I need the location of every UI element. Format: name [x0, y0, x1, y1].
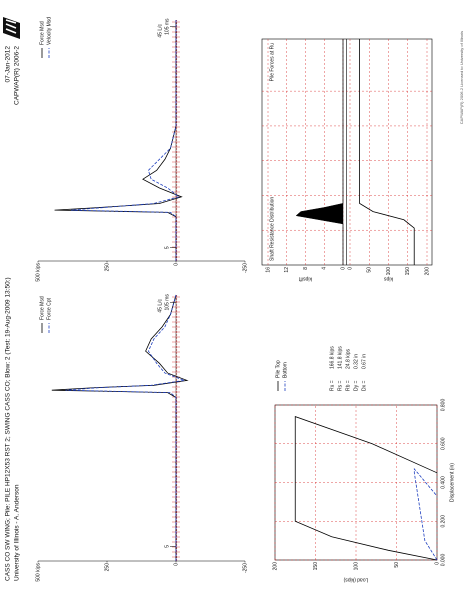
y-tick-label: 0 — [434, 562, 440, 565]
y-tick-label: 0 — [340, 267, 346, 270]
area — [295, 39, 344, 265]
y-tick-label: -250 — [242, 563, 248, 573]
annotation: Shaft Resistance Distribution — [269, 197, 275, 261]
y-axis-label: kips/ft — [298, 276, 312, 282]
x-axis-label: Displacement (in) — [449, 463, 455, 502]
y-tick-label: 150 — [313, 562, 319, 571]
series-line — [51, 294, 189, 561]
y-tick-label: 8 — [303, 267, 309, 270]
x-tick-label: 5 — [164, 246, 170, 249]
license-footer: CAPWAP(R) 2006-2 Licensed to University … — [459, 31, 464, 124]
plot-frame — [261, 38, 433, 266]
x-tick-label: 105 ms — [164, 294, 170, 311]
y-axis-label: Load (kips) — [343, 577, 368, 583]
y-tick-label: 500 kips — [35, 263, 41, 282]
legend-label: Velocity Msd — [46, 17, 52, 45]
legend-label: Force Msd — [39, 21, 45, 45]
y-tick-label: 250 — [104, 263, 110, 272]
report-title: CASS CO SW WING; Pile: PILE HP12X53 RST … — [5, 277, 12, 581]
annotation: 45 L/c — [157, 24, 163, 38]
result-value: 0.67 in — [361, 354, 367, 369]
result-name: Rb = — [345, 380, 351, 391]
annotation: Pile Forces at Ru — [269, 43, 275, 82]
y-tick-label: 0 — [173, 263, 179, 266]
x-tick-label: 0.000 — [440, 554, 446, 567]
y-tick-label: 250 — [104, 563, 110, 572]
y-tick-label: 4 — [322, 267, 328, 270]
y2-tick-label: 0 — [347, 267, 353, 270]
report-subtitle: University of Illinois - A. Anderson — [14, 484, 21, 581]
x-tick-label: 105 ms — [164, 18, 170, 35]
legend-label: Pile Top — [275, 360, 281, 378]
x-tick-label: 0.400 — [440, 476, 446, 489]
y-tick-label: 16 — [265, 267, 271, 273]
y-tick-label: 100 — [353, 562, 359, 571]
series-line — [71, 20, 180, 261]
annotation: 45 L/c — [157, 299, 163, 313]
series-line — [413, 467, 438, 561]
series-line — [359, 39, 415, 265]
logo — [3, 17, 20, 39]
y2-tick-label: 50 — [367, 267, 373, 273]
result-value: 0.32 in — [353, 354, 359, 369]
result-name: Dx = — [361, 381, 367, 392]
y2-tick-label: 100 — [386, 267, 392, 276]
result-value: 166.8 kips — [329, 346, 335, 369]
x-tick-label: 0.600 — [440, 437, 446, 450]
result-name: Ru = — [329, 380, 335, 391]
x-tick-label: 0.800 — [440, 399, 446, 412]
result-value: 24.8 kips — [345, 348, 351, 369]
y2-tick-label: 150 — [405, 267, 411, 276]
y-tick-label: -250 — [242, 263, 248, 273]
series-line — [294, 416, 438, 561]
y2-axis-label: kips — [384, 276, 393, 282]
report-date: 07-Jan-2012 — [5, 46, 12, 83]
legend-label: Force Cpt — [46, 297, 52, 320]
software-version: CAPWAP(R) 2006-2 — [14, 46, 21, 105]
x-tick-label: 0.200 — [440, 515, 446, 528]
y-tick-label: 200 — [272, 562, 278, 571]
legend-label: Force Msd — [39, 296, 45, 320]
y-tick-label: 12 — [284, 267, 290, 273]
landscape-page: CASS CO SW WING; Pile: PILE HP12X53 RST … — [3, 17, 464, 583]
logo-stripes — [5, 19, 17, 34]
y-tick-label: 500 kips — [35, 563, 41, 582]
result-name: Dy = — [353, 381, 359, 392]
result-name: Rs = — [337, 381, 343, 392]
y-tick-label: 0 — [173, 563, 179, 566]
legend-label: Bottom — [282, 362, 288, 378]
result-value: 141.8 kips — [337, 346, 343, 369]
x-tick-label: 5 — [164, 545, 170, 548]
y-tick-label: 50 — [394, 562, 400, 568]
y2-tick-label: 200 — [424, 267, 430, 276]
